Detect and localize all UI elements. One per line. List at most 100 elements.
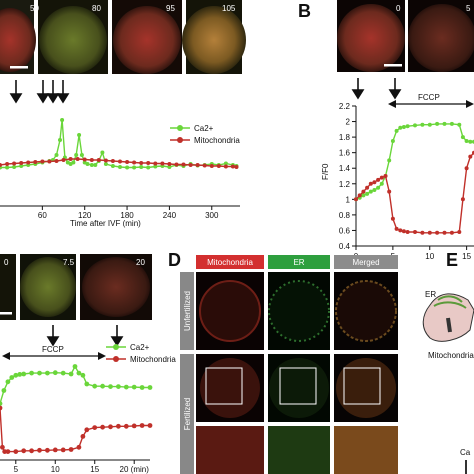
data-point <box>77 133 82 137</box>
scale-bar <box>10 66 28 69</box>
data-point <box>125 160 130 164</box>
panel-d-grid: Mitochondria ER Merged Unfertilized Fert… <box>180 255 398 474</box>
panel-e-mito-label: Mitochondria <box>428 351 474 360</box>
arrow-a-4-head <box>56 93 70 104</box>
data-point <box>93 163 98 167</box>
timestamp-b-2: 5 <box>466 4 471 13</box>
chart-c-lines <box>0 364 153 454</box>
data-point <box>464 166 469 171</box>
data-point <box>116 423 121 429</box>
data-point <box>387 189 392 194</box>
data-point <box>147 385 153 390</box>
legend-a-ca-marker <box>177 125 183 131</box>
data-point <box>103 158 108 163</box>
panel-a-image-strip: 50 80 95 105 <box>0 0 246 74</box>
data-point <box>54 159 59 163</box>
data-point <box>40 159 45 164</box>
data-point <box>5 449 11 454</box>
data-point <box>118 159 122 164</box>
panel-c-arrows <box>46 325 124 347</box>
data-point <box>89 163 94 167</box>
data-point <box>60 447 66 453</box>
y-tick-label: 0.4 <box>339 242 351 251</box>
data-point <box>464 139 469 143</box>
data-point <box>132 160 137 165</box>
header-er-bg <box>268 255 330 269</box>
x-tick-label: 120 <box>78 211 92 220</box>
legend-a-mito: Mitochondria <box>194 136 240 145</box>
data-point <box>80 434 86 439</box>
data-point <box>401 125 406 129</box>
data-point <box>108 384 113 389</box>
panel-a-cell-3 <box>113 6 181 74</box>
header-mito: Mitochondria <box>207 258 253 267</box>
data-point <box>174 162 179 167</box>
data-point <box>131 423 137 429</box>
data-point <box>68 157 73 161</box>
data-point <box>5 162 10 166</box>
data-point <box>52 370 58 376</box>
panel-b-cell-2 <box>408 4 474 72</box>
series-line-mitochondria <box>0 407 150 453</box>
y-tick-label: 1.4 <box>339 164 351 173</box>
data-point <box>21 448 27 454</box>
y-tick-label: 2.2 <box>339 102 351 111</box>
data-point <box>52 447 58 453</box>
data-point <box>17 372 23 377</box>
data-point <box>435 230 440 235</box>
timestamp-a-4: 105 <box>222 4 236 13</box>
panel-a-cell-2 <box>39 6 107 74</box>
arrow-a-2-head <box>36 93 50 104</box>
data-point <box>5 165 10 170</box>
data-point <box>420 122 425 127</box>
data-point <box>74 153 79 157</box>
data-point <box>82 157 87 162</box>
data-point <box>405 124 410 129</box>
data-point <box>390 139 395 143</box>
data-point <box>167 165 172 169</box>
header-er: ER <box>293 258 304 267</box>
panel-b-arrows <box>351 78 402 100</box>
data-point <box>383 174 388 178</box>
data-point <box>188 163 193 167</box>
chart-a-ticks: 60 120 180 240 300 <box>38 206 219 220</box>
timestamp-c-3: 20 <box>136 258 145 267</box>
panel-e-letter: E <box>446 250 458 270</box>
legend-c-mito: Mitochondria <box>130 355 176 364</box>
data-point <box>132 165 137 170</box>
data-point <box>96 158 101 162</box>
data-point <box>110 164 115 168</box>
data-point <box>468 154 473 159</box>
header-mito-bg <box>196 255 264 269</box>
data-point <box>103 162 108 166</box>
data-point <box>365 185 370 190</box>
data-point <box>361 189 366 194</box>
chart-a-lines <box>0 118 239 170</box>
data-point <box>146 161 151 165</box>
header-merged-bg <box>334 255 398 269</box>
data-point <box>427 122 432 127</box>
row-unfert-bg <box>180 272 194 350</box>
y-tick-label: 0.6 <box>339 226 351 235</box>
data-point <box>398 125 403 130</box>
data-point <box>100 150 105 155</box>
data-point <box>223 164 228 169</box>
chart-a-xlabel: Time after IVF (min) <box>70 219 141 228</box>
panel-b-cell-1 <box>337 4 405 72</box>
data-point <box>354 197 358 202</box>
x-tick-label: 60 <box>38 211 47 220</box>
data-point <box>413 230 417 234</box>
data-point <box>12 161 17 166</box>
chart-b-ylabel: F/F0 <box>321 163 330 180</box>
data-point <box>118 165 122 169</box>
data-point <box>379 181 384 186</box>
data-point <box>9 375 15 380</box>
data-point <box>89 158 94 162</box>
panel-b-letter: B <box>298 1 311 21</box>
panel-a-arrows <box>9 80 70 104</box>
data-point <box>5 379 11 385</box>
data-point <box>125 165 130 170</box>
data-point <box>457 230 462 234</box>
panel-e-schematic: ER Mitochondria Ca <box>422 290 474 474</box>
x-tick-label: 180 <box>120 211 134 220</box>
